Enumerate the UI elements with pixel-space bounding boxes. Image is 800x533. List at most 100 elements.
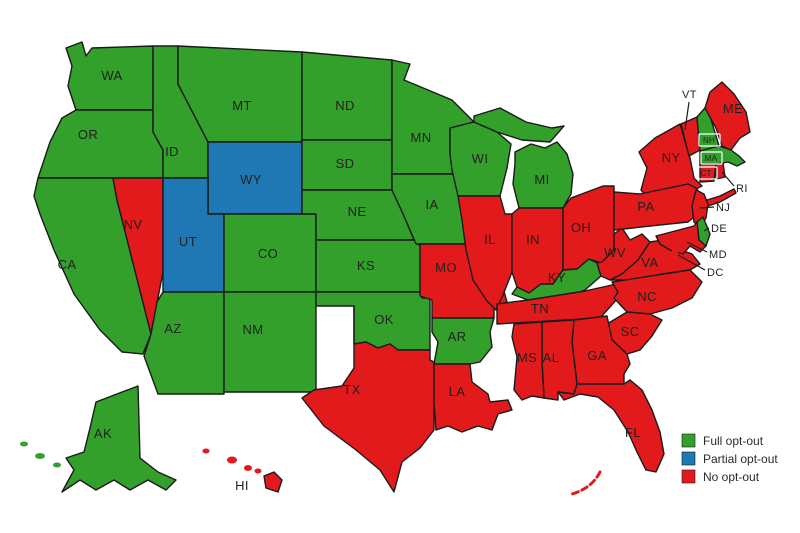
state-label-ny: NY	[662, 150, 681, 165]
state-ok	[315, 291, 431, 351]
state-label-al: AL	[543, 350, 560, 365]
state-label-ia: IA	[425, 197, 438, 212]
state-label-id: ID	[165, 144, 179, 159]
state-label-ri: RI	[736, 183, 748, 195]
label-box-nh	[698, 133, 721, 147]
state-label-nv: NV	[124, 217, 143, 232]
state-label-ut: UT	[179, 234, 197, 249]
leader-lines	[677, 101, 735, 271]
leader-nj	[699, 206, 715, 209]
leader-de	[703, 227, 710, 232]
state-fl	[557, 379, 665, 473]
state-nm	[223, 291, 317, 393]
state-label-nd: ND	[335, 98, 355, 113]
state-dc	[672, 248, 678, 254]
small-state-label-boxes	[695, 133, 723, 180]
state-label-nc: NC	[637, 289, 657, 304]
label-box-ct	[695, 166, 718, 180]
state-label-co: CO	[258, 246, 278, 261]
leader-ri	[721, 171, 735, 187]
legend-swatch-partial	[681, 451, 696, 466]
hi-island	[202, 448, 210, 454]
hi-big-island	[263, 471, 283, 493]
state-label-fl: FL	[625, 425, 641, 440]
state-label-vt: VT	[682, 89, 697, 101]
state-label-la: LA	[449, 384, 466, 399]
leader-dc	[677, 254, 706, 271]
state-label-tx: TX	[343, 382, 360, 397]
state-label-mo: MO	[435, 260, 457, 275]
state-label-ne: NE	[348, 204, 367, 219]
state-label-mn: MN	[410, 130, 431, 145]
state-label-wi: WI	[472, 151, 489, 166]
state-label-nh: NH	[703, 136, 715, 145]
ak-aleutian-island	[35, 453, 45, 459]
state-label-il: IL	[484, 232, 496, 247]
state-la	[433, 363, 513, 433]
hi-island	[227, 456, 237, 464]
state-ak	[61, 385, 177, 493]
state-label-dc: DC	[707, 267, 724, 279]
state-label-ms: MS	[517, 350, 537, 365]
state-il	[457, 195, 513, 311]
state-labels: WA OR CA NV ID MT WY UT CO AZ NM ND SD N…	[58, 68, 748, 493]
state-label-ct: CT	[700, 169, 711, 178]
state-label-wv: WV	[604, 245, 626, 260]
state-label-ar: AR	[448, 329, 467, 344]
legend-label-full: Full opt-out	[703, 434, 764, 448]
state-or	[37, 109, 164, 179]
state-ar	[431, 317, 495, 365]
hi-island	[244, 465, 252, 471]
state-label-ak: AK	[94, 426, 112, 441]
state-pa	[613, 183, 703, 231]
state-label-ma: MA	[705, 154, 718, 163]
state-az	[143, 291, 225, 395]
florida-keys	[570, 470, 602, 496]
state-label-or: OR	[78, 127, 98, 142]
legend-swatch-none	[681, 469, 696, 484]
ak-aleutian-island	[53, 462, 61, 468]
state-label-va: VA	[641, 255, 658, 270]
state-label-wa: WA	[101, 68, 122, 83]
state-nd	[301, 51, 393, 141]
state-label-oh: OH	[571, 220, 591, 235]
state-label-wy: WY	[240, 172, 262, 187]
state-label-hi: HI	[235, 478, 249, 493]
state-tx	[301, 305, 435, 493]
legend-label-partial: Partial opt-out	[703, 452, 778, 466]
state-label-sc: SC	[621, 324, 640, 339]
state-label-me: ME	[723, 101, 743, 116]
state-label-ga: GA	[587, 348, 607, 363]
state-label-mt: MT	[232, 98, 252, 113]
state-nc	[611, 269, 703, 315]
leader-vt	[684, 101, 690, 131]
hi-island	[254, 468, 262, 474]
state-label-de: DE	[711, 223, 727, 235]
label-box-ma	[700, 151, 723, 165]
state-mi	[512, 141, 574, 209]
state-label-ca: CA	[58, 257, 77, 272]
state-label-ks: KS	[357, 258, 375, 273]
state-md	[655, 221, 707, 255]
state-label-nj: NJ	[716, 202, 730, 214]
legend-swatch-full	[681, 433, 696, 448]
state-ms	[511, 321, 545, 401]
leader-md	[686, 241, 708, 253]
state-label-az: AZ	[164, 321, 181, 336]
state-ri	[715, 162, 726, 180]
state-label-nm: NM	[242, 322, 263, 337]
state-label-ky: KY	[548, 270, 566, 285]
state-mi-upper-peninsula	[473, 107, 565, 143]
state-label-pa: PA	[637, 199, 654, 214]
legend-label-none: No opt-out	[703, 470, 760, 484]
state-label-in: IN	[526, 232, 540, 247]
state-label-md: MD	[709, 249, 727, 261]
ak-aleutian-island	[20, 441, 28, 447]
state-label-ok: OK	[374, 312, 394, 327]
state-shapes	[20, 41, 751, 496]
state-label-sd: SD	[336, 156, 355, 171]
state-label-tn: TN	[531, 301, 549, 316]
legend: Full opt-out Partial opt-out No opt-out	[681, 433, 778, 484]
